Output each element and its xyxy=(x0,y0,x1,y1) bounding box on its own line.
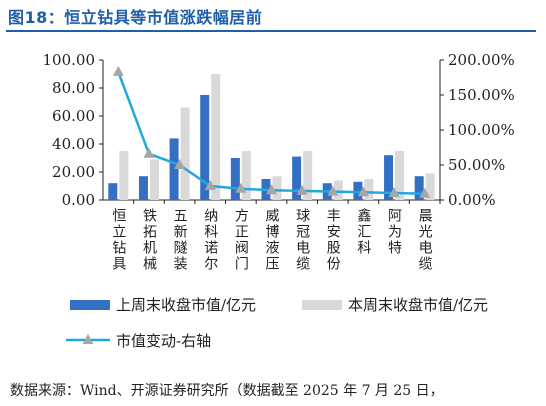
bar-last-week xyxy=(200,95,210,200)
market-cap-chart: 0.00 20.00 40.00 60.00 80.00 100.00 0.00% 50.00… xyxy=(43,51,515,350)
bar-last-week xyxy=(230,158,240,200)
bar-last-week xyxy=(108,183,118,200)
x-tick-label: 丰安股份 xyxy=(325,208,341,272)
line-marker xyxy=(266,184,277,195)
x-tick-label: 鑫汇科 xyxy=(355,207,371,256)
bar-this-week xyxy=(241,151,251,200)
legend-label-change: 市值变动-右轴 xyxy=(116,332,211,350)
legend-label-last-week: 上周末收盘市值/亿元 xyxy=(116,296,256,314)
x-tick-label: 威博液压 xyxy=(264,208,280,272)
bar-last-week xyxy=(353,181,363,200)
bar-last-week xyxy=(414,176,424,200)
legend-line-marker xyxy=(82,334,94,344)
bar-this-week xyxy=(333,180,343,200)
figure-title: 图18：恒立钻具等市值涨跌幅居前 xyxy=(8,8,263,27)
legend-swatch-last-week xyxy=(70,300,110,310)
bar-last-week xyxy=(138,176,148,200)
right-tick-label: 100.00% xyxy=(448,121,515,139)
bar-last-week xyxy=(169,138,179,200)
x-tick-label: 阿为特 xyxy=(386,208,402,256)
right-tick-label: 0.00% xyxy=(448,191,496,209)
left-tick-label: 60.00 xyxy=(52,107,95,125)
bar-this-week xyxy=(395,151,405,200)
bar-this-week xyxy=(364,179,374,200)
bar-this-week xyxy=(211,74,221,200)
title-underline xyxy=(6,30,536,32)
line-marker xyxy=(296,184,308,195)
x-tick-label: 晨光电缆 xyxy=(417,208,433,272)
bar-this-week xyxy=(272,176,282,200)
bar-last-week xyxy=(384,155,394,200)
bar-last-week xyxy=(292,156,302,200)
left-tick-label: 100.00 xyxy=(43,51,96,69)
right-tick-label: 150.00% xyxy=(448,86,515,104)
x-tick-label: 球冠电缆 xyxy=(294,208,310,272)
line-marker xyxy=(204,180,216,190)
line-marker xyxy=(419,187,431,198)
left-tick-label: 20.00 xyxy=(52,163,95,181)
x-tick-label: 恒立钻具 xyxy=(110,208,126,272)
line-marker xyxy=(327,185,339,196)
x-tick-label: 铁拓机械 xyxy=(141,208,157,272)
bar-this-week xyxy=(425,173,435,200)
bar-this-week xyxy=(303,151,313,200)
left-tick-label: 0.00 xyxy=(62,191,95,209)
legend-swatch-this-week xyxy=(302,300,342,310)
left-tick-label: 80.00 xyxy=(52,79,95,97)
right-tick-label: 50.00% xyxy=(448,156,505,174)
market-change-line xyxy=(117,71,425,195)
right-tick-label: 200.00% xyxy=(448,51,515,69)
line-marker xyxy=(174,159,186,169)
line-marker xyxy=(112,65,124,76)
line-marker xyxy=(235,182,247,193)
line-marker xyxy=(357,186,369,197)
line-marker xyxy=(143,147,155,158)
left-tick-label: 40.00 xyxy=(52,135,95,153)
x-tick-label: 纳科诺尔 xyxy=(202,208,218,272)
bar-this-week xyxy=(149,159,159,200)
bar-this-week xyxy=(119,151,129,200)
x-tick-label: 方正阀门 xyxy=(233,208,249,272)
x-tick-label: 五新隧装 xyxy=(172,208,188,272)
line-marker xyxy=(388,187,400,197)
bar-this-week xyxy=(180,107,190,200)
legend-label-this-week: 本周末收盘市值/亿元 xyxy=(348,296,488,314)
source-note: 数据来源：Wind、开源证券研究所（数据截至 2025 年 7 月 25 日， xyxy=(10,383,444,399)
